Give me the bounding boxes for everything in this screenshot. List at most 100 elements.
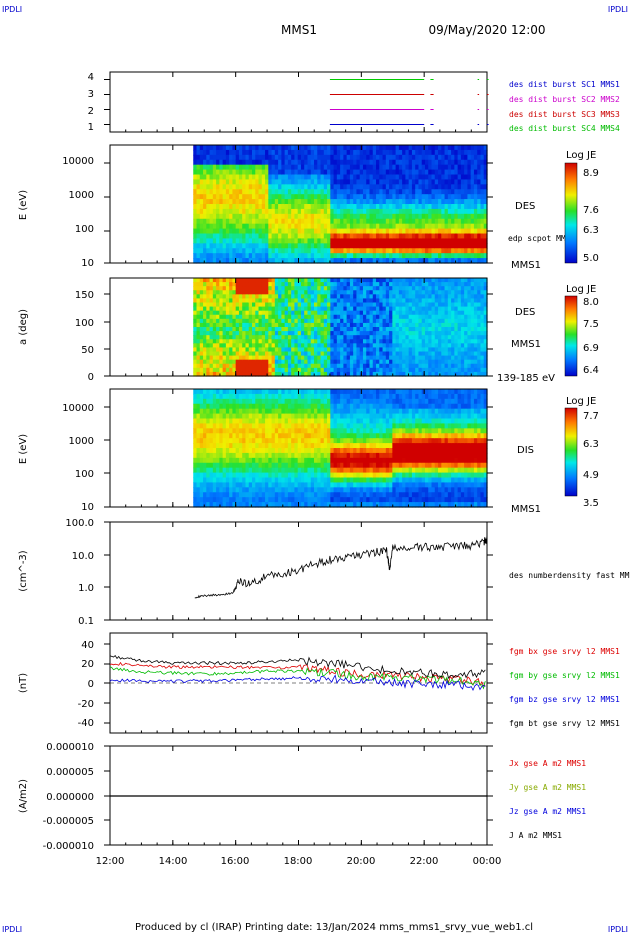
des-energy-cell [281,233,286,240]
des-pitch-cell [219,314,224,320]
des-pitch-cell [340,335,344,340]
des-pitch-cell [395,318,400,324]
des-energy-cell [376,179,380,185]
des-energy-cell [225,208,230,215]
dis-energy-cell [216,492,220,498]
des-energy-cell [405,169,410,176]
des-pitch-cell [460,322,465,328]
des-pitch-cell [454,347,459,353]
des-pitch-cell [252,322,256,328]
des-energy-cell [392,253,397,259]
des-energy-cell [431,199,436,205]
des-pitch-cell [421,335,426,340]
des-energy-cell [389,208,393,215]
des-pitch-cell [447,371,452,377]
des-pitch-cell [320,302,325,308]
dis-energy-cell [252,413,256,420]
des-energy-cell [444,149,449,156]
des-pitch-cell [333,359,338,365]
des-pitch-cell [473,278,478,283]
des-pitch-cell [457,282,462,287]
des-energy-cell [395,238,400,244]
corner-label-bl: IPDLI [2,925,22,934]
dis-energy-cell [265,477,269,484]
des-energy-cell [314,223,318,230]
des-pitch-cell [467,351,472,357]
des-pitch-cell [274,306,279,312]
des-pitch-cell [477,359,482,365]
des-energy-cell [369,213,374,220]
des-pitch-cell [408,298,413,304]
dis-energy-cell [255,393,260,400]
dis-energy-cell [274,433,279,439]
des-pitch-cell [199,318,204,324]
des-energy-cell [362,223,367,230]
dis-energy-cell [242,418,247,425]
des-pitch-cell [294,335,299,340]
des-energy-cell [330,145,335,151]
des-pitch-cell [336,294,341,300]
des-pitch-cell [441,302,446,308]
dis-energy-cell [261,443,266,449]
des-pitch-cell [346,359,351,365]
des-pitch-cell [405,298,410,304]
des-energy-cell [212,174,217,181]
des-pitch-cell [291,294,296,300]
des-energy-cell [372,223,377,230]
des-energy-cell [242,184,247,190]
des-energy-cell [330,149,335,156]
des-energy-cell [451,253,455,259]
des-energy-cell [300,149,305,156]
dis-energy-cell [219,462,224,469]
des-pitch-cell [366,351,371,357]
des-energy-cell [376,213,380,220]
des-pitch-cell [317,339,322,344]
des-pitch-cell [415,294,420,300]
des-energy-cell [268,149,273,156]
des-pitch-cell [206,331,211,336]
des-pitch-cell [353,351,358,357]
dis-energy-cell [232,418,237,425]
des-energy-cell [441,169,446,176]
des-energy-cell [415,233,420,240]
des-energy-cell [242,179,247,185]
des-energy-cell [314,238,318,244]
des-pitch-cell [483,294,488,300]
des-energy-cell [300,238,305,244]
dis-energy-cell [268,467,273,474]
des-energy-cell [330,228,335,235]
des-energy-cell [314,253,318,259]
des-pitch-cell [271,335,276,340]
des-energy-cell [457,174,462,181]
des-pitch-cell [438,278,442,283]
dis-energy-cell [212,433,217,439]
des-pitch-cell [424,298,429,304]
des-energy-cell [304,233,309,240]
dis-energy-cell [265,418,269,425]
des-energy-cell [346,223,351,230]
dis-energy-cell [268,462,273,469]
des-energy-cell [310,238,315,244]
des-energy-cell [447,204,452,210]
des-energy-cell [242,145,247,151]
des-energy-cell [362,238,367,244]
des-energy-cell [428,208,433,215]
des-pitch-cell [287,359,292,365]
des-pitch-cell [369,363,374,369]
des-energy-cell [199,164,204,171]
dis-energy-cell [216,452,220,459]
des-pitch-cell [225,318,230,324]
des-pitch-cell [242,318,247,324]
des-pitch-cell [278,339,282,344]
des-pitch-cell [392,327,397,332]
des-energy-cell [340,174,344,181]
des-energy-ylabel: E (eV) [18,190,29,220]
des-energy-cell [268,248,273,254]
des-energy-cell [320,189,325,195]
des-energy-cell [235,243,240,249]
des-pitch-cell [444,302,449,308]
des-energy-cell [229,159,234,166]
dis-energy-cell [268,398,273,405]
dis-energy-cell [242,428,247,434]
des-pitch-cell [284,278,289,283]
